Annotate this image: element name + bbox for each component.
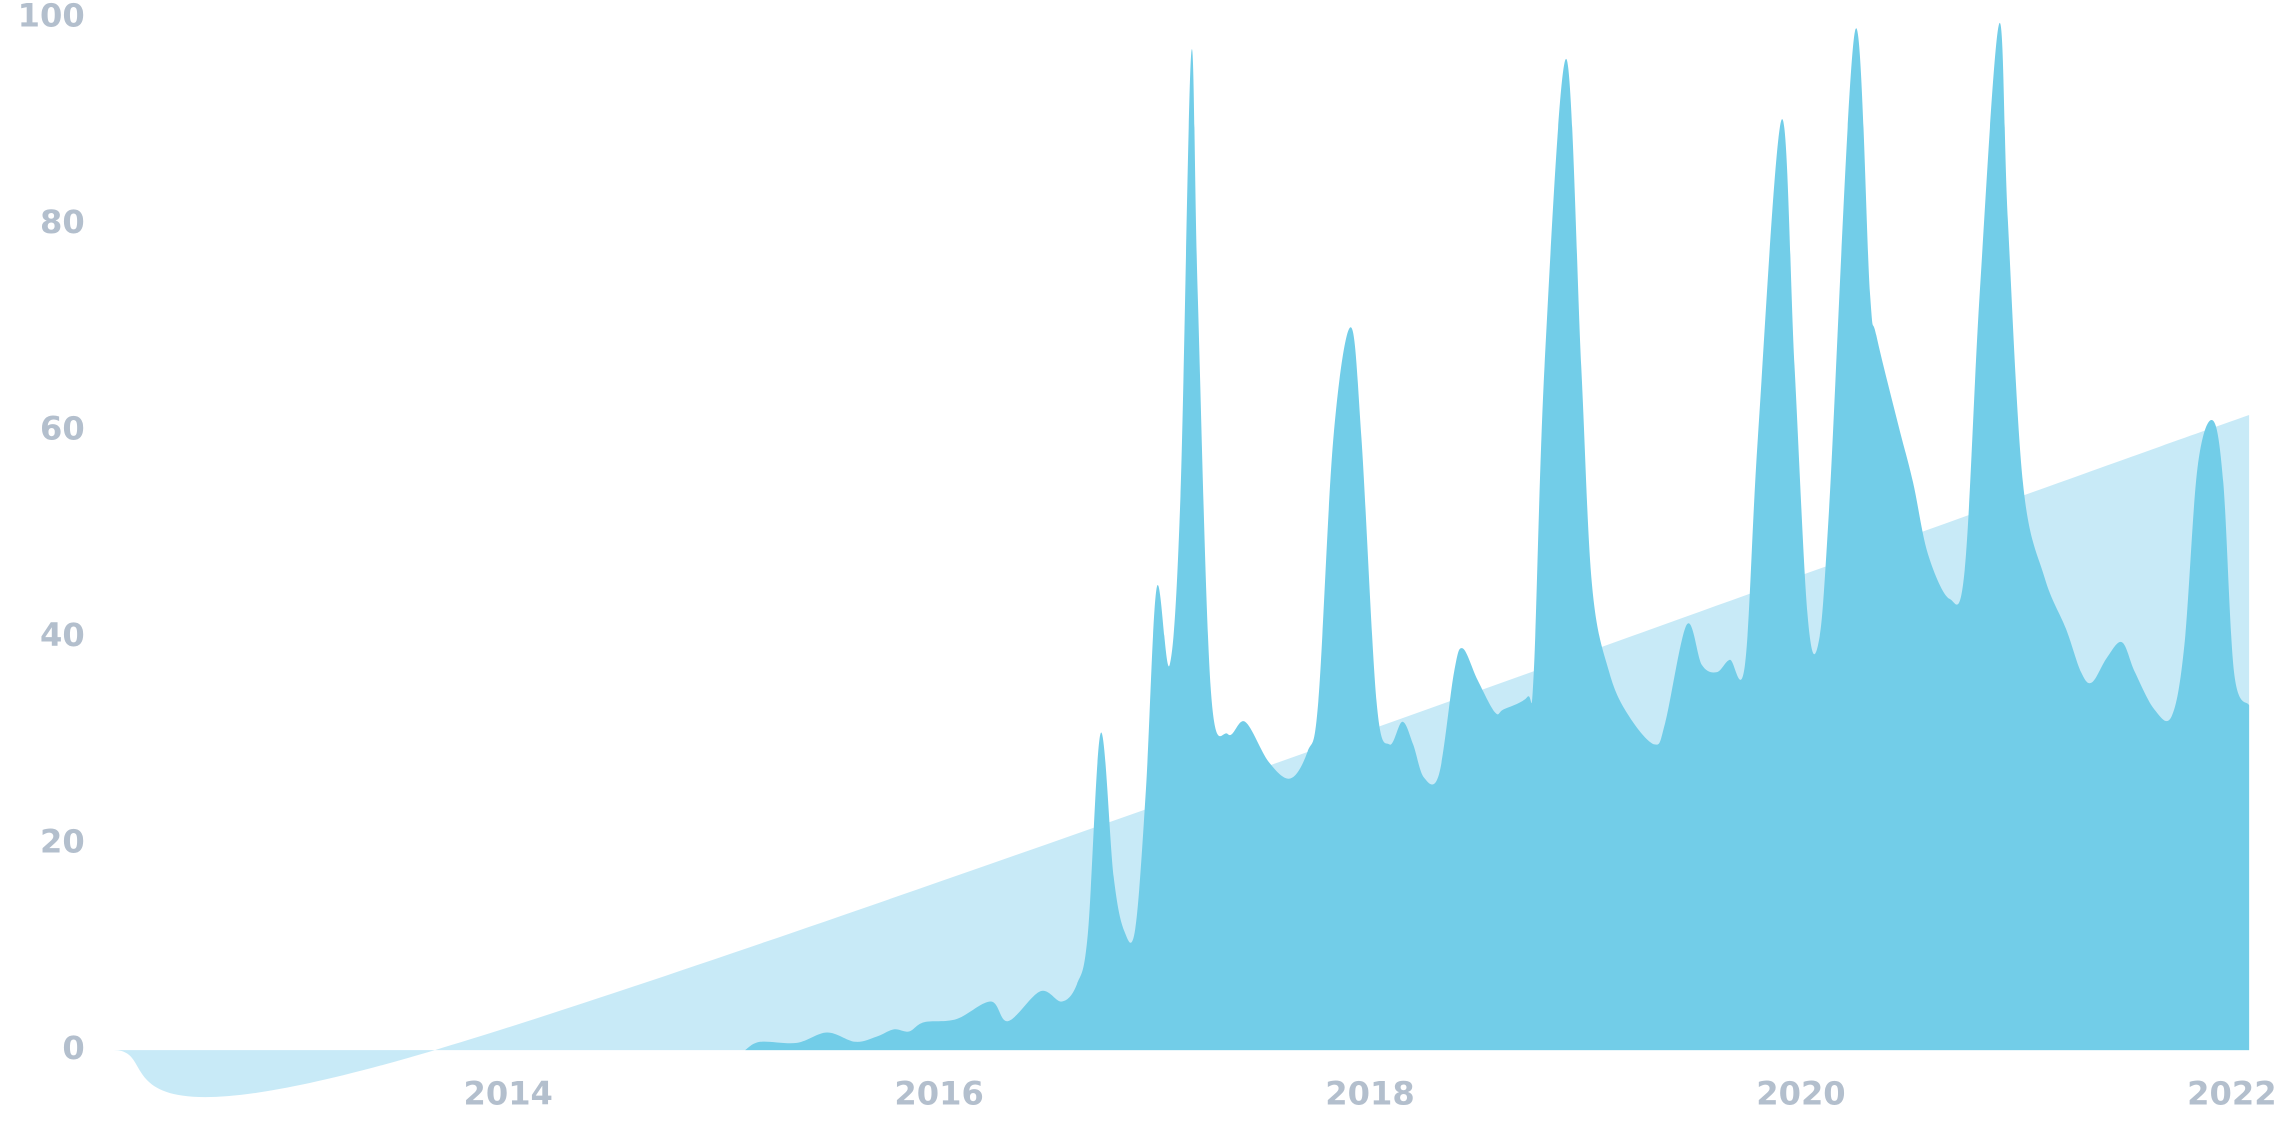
y-tick-label: 20 — [40, 823, 85, 861]
y-tick-label: 0 — [62, 1029, 84, 1067]
y-tick-label: 40 — [40, 616, 85, 654]
x-tick-label: 2018 — [1325, 1074, 1414, 1112]
area — [745, 22, 2250, 1051]
y-tick-label: 80 — [40, 203, 85, 241]
x-tick-label: 2020 — [1756, 1074, 1845, 1112]
y-tick-label: 60 — [40, 410, 85, 448]
x-tick-label: 2014 — [463, 1074, 552, 1112]
x-tick-label: 2022 — [2187, 1074, 2276, 1112]
y-tick-label: 100 — [18, 0, 85, 35]
x-tick-label: 2016 — [894, 1074, 983, 1112]
